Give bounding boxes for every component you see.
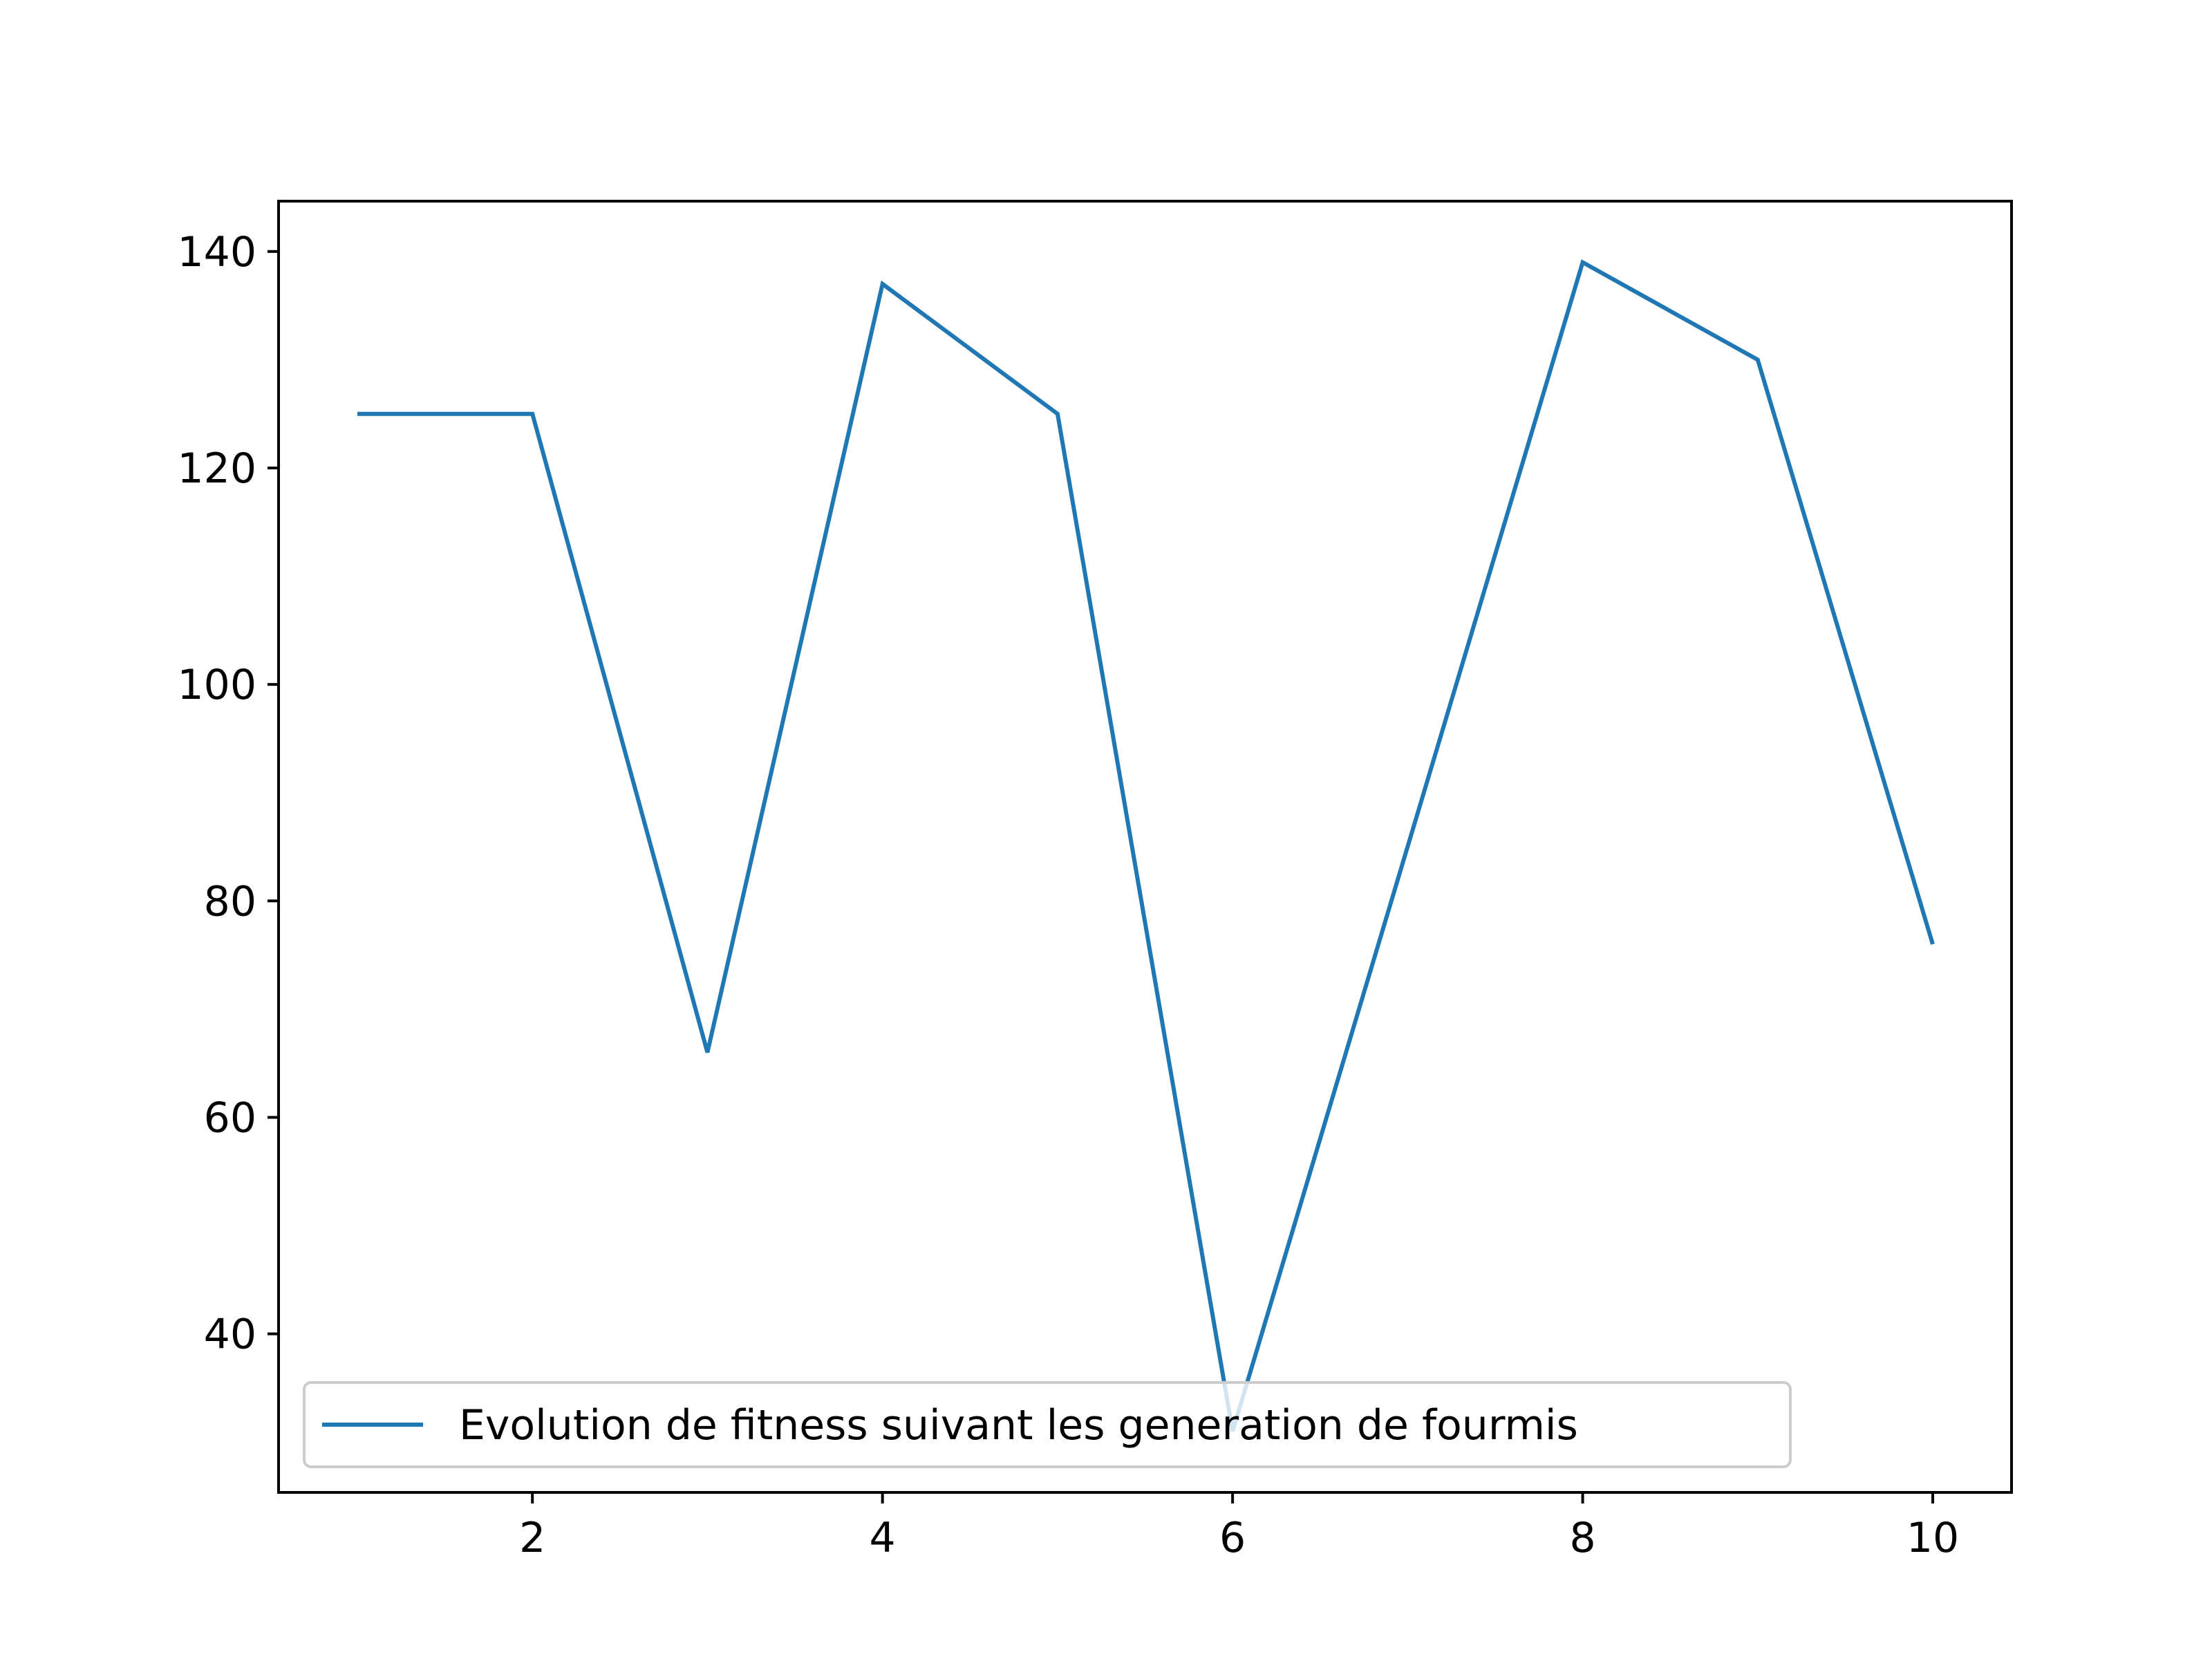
y-tick-label: 40 xyxy=(204,1311,256,1359)
x-tick-label: 10 xyxy=(1906,1514,1959,1562)
y-tick-label: 60 xyxy=(204,1094,256,1142)
series-line-0 xyxy=(357,259,1935,1432)
y-tick-label: 100 xyxy=(177,661,256,709)
legend: Evolution de fitness suivant les generat… xyxy=(303,1381,1792,1468)
x-tick-label: 4 xyxy=(870,1514,896,1562)
y-tick-label: 140 xyxy=(177,228,256,276)
y-tick-label: 120 xyxy=(177,444,256,493)
legend-box xyxy=(303,1381,1792,1468)
plot-layer xyxy=(357,259,1935,1432)
x-tick-label: 8 xyxy=(1569,1514,1595,1562)
y-tick-label: 80 xyxy=(204,877,256,926)
axes-frame xyxy=(277,200,2013,1494)
x-tick-label: 2 xyxy=(519,1514,545,1562)
x-tick-label: 6 xyxy=(1219,1514,1246,1562)
legend-label: Evolution de fitness suivant les generat… xyxy=(459,1401,1578,1450)
ticks-layer: 2 4 6 8 10 40 60 80 100 120 140 xyxy=(177,228,1959,1562)
